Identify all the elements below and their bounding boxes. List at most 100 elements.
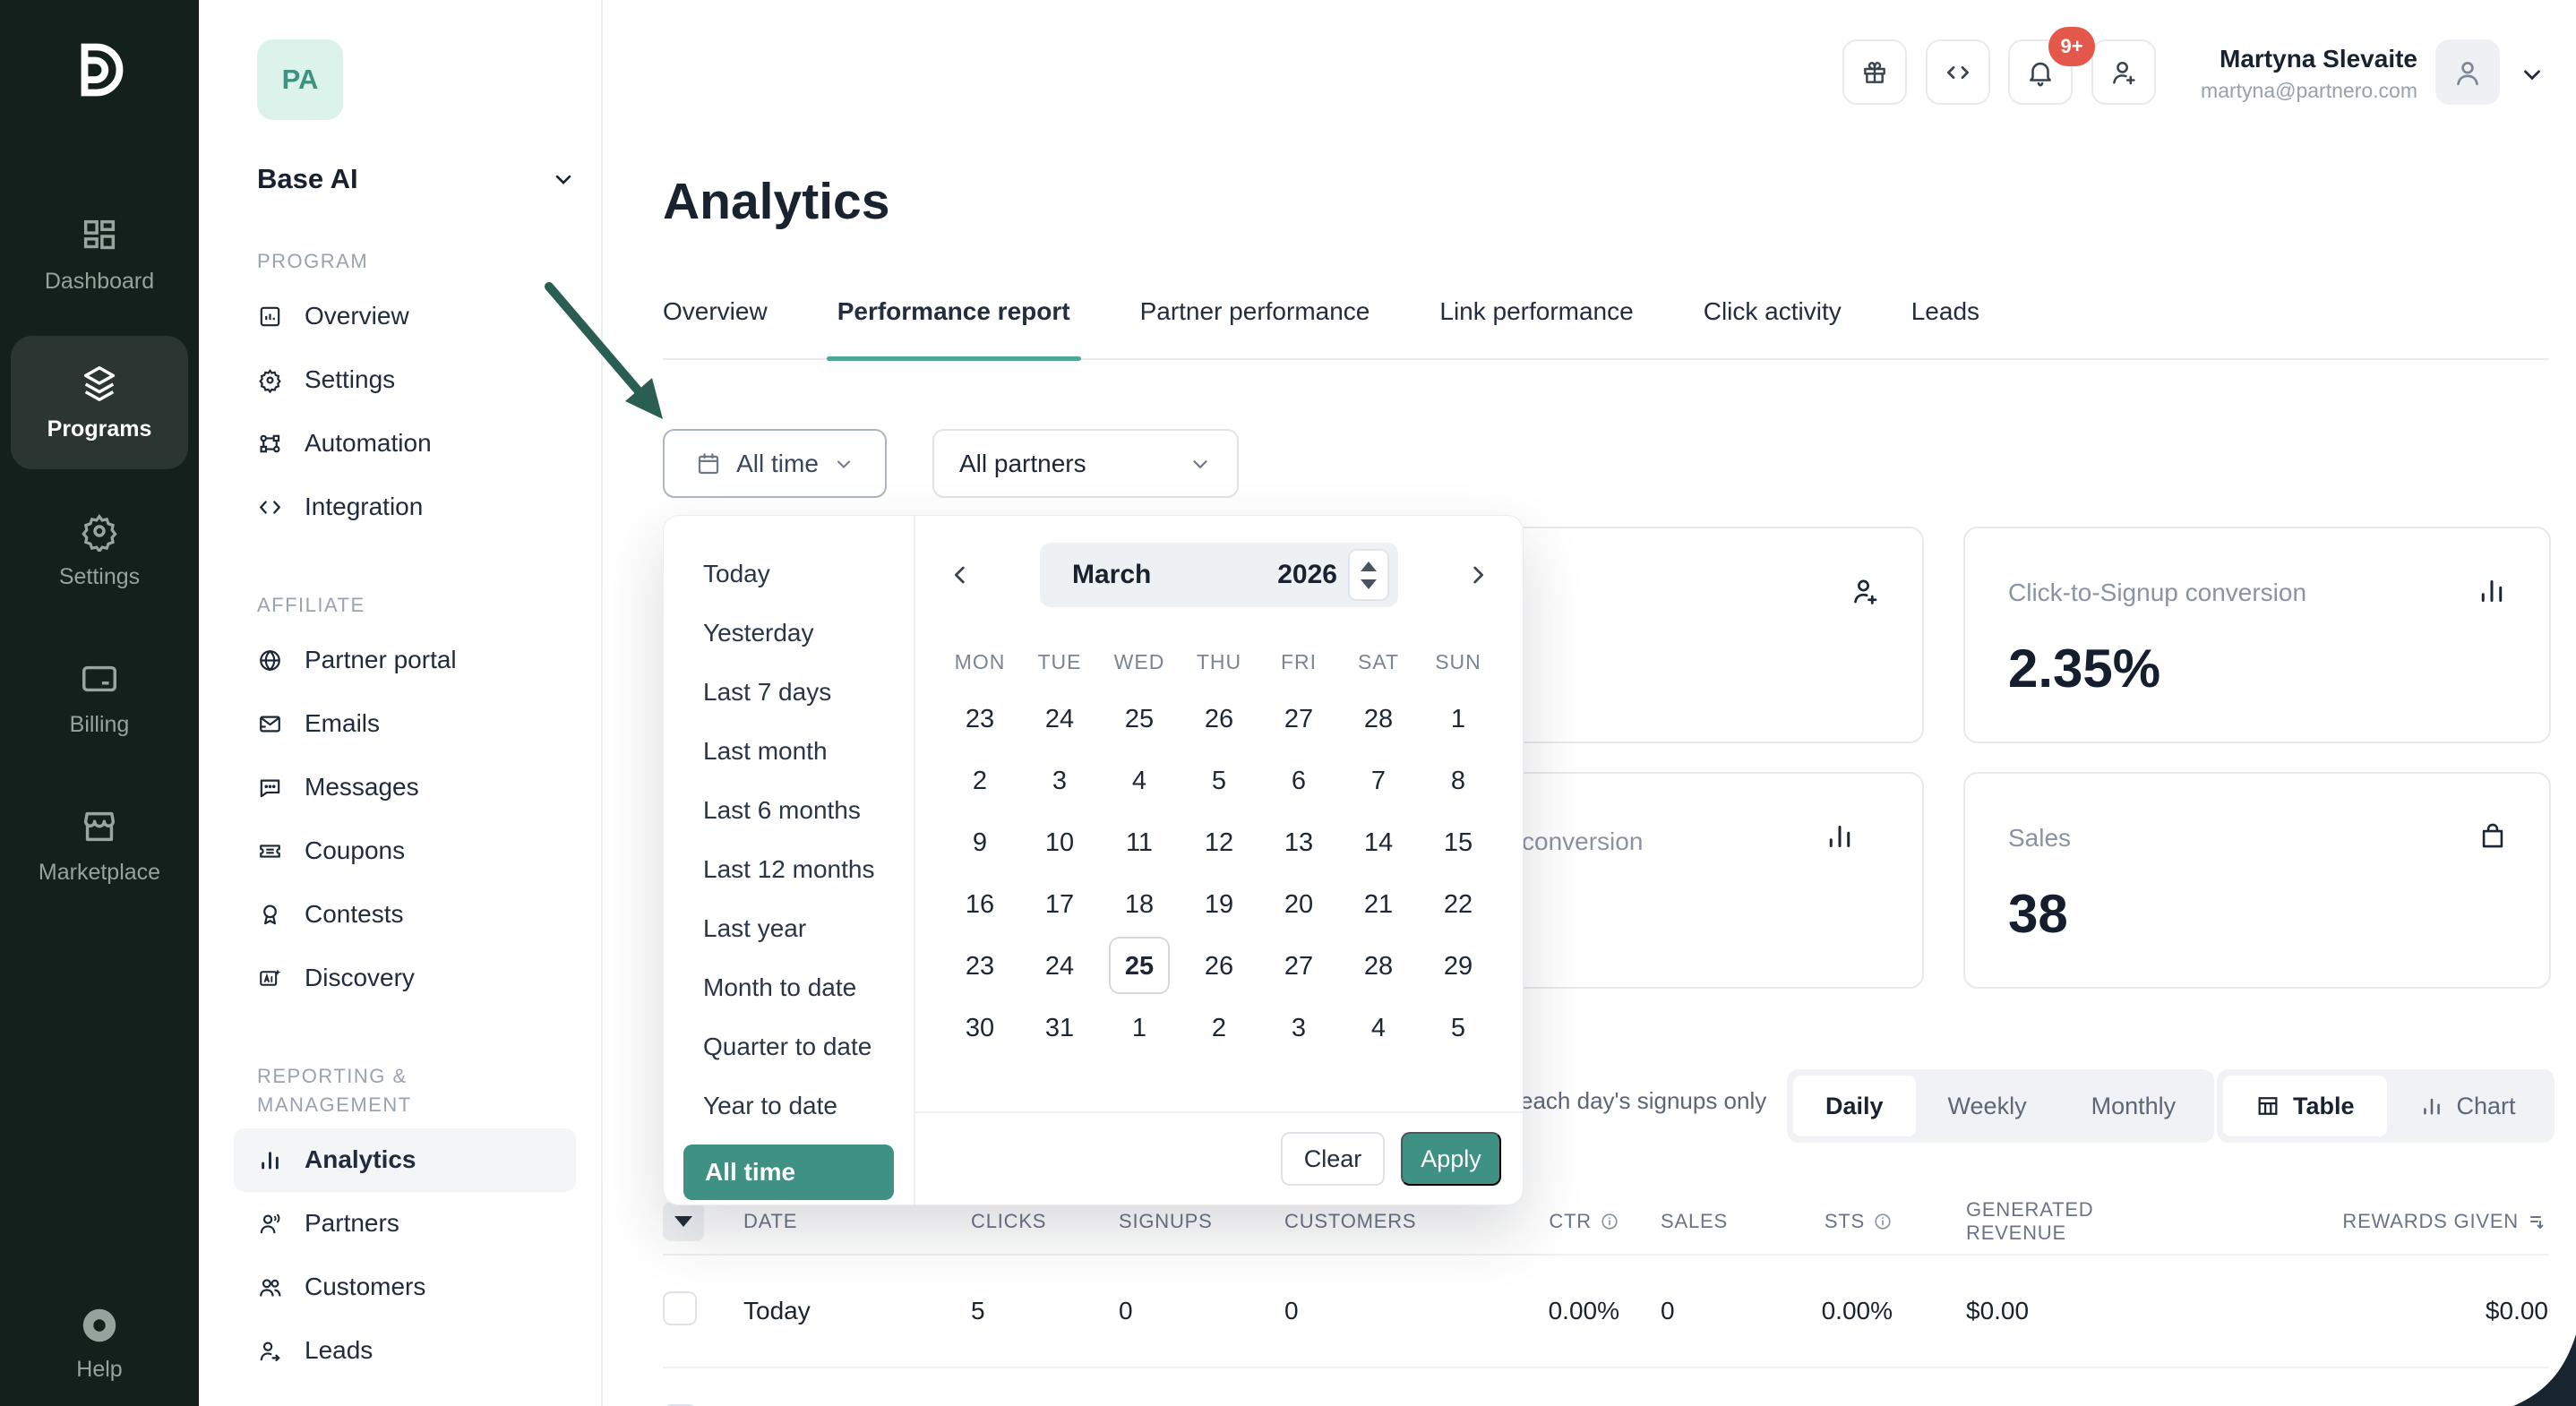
- day-cell[interactable]: 22: [1443, 890, 1473, 919]
- day-cell[interactable]: 2: [1211, 1014, 1227, 1042]
- day-cell[interactable]: 3: [1291, 1014, 1307, 1042]
- developer-button[interactable]: [1926, 39, 1990, 105]
- sidebar-item-analytics[interactable]: Analytics: [234, 1127, 576, 1192]
- day-cell[interactable]: 30: [965, 1014, 995, 1042]
- col-date[interactable]: DATE: [743, 1210, 798, 1232]
- day-cell[interactable]: 23: [965, 952, 995, 981]
- bulk-select-button[interactable]: [663, 1202, 704, 1241]
- workspace-avatar[interactable]: PA: [257, 39, 343, 120]
- clear-button[interactable]: Clear: [1281, 1132, 1385, 1186]
- day-cell[interactable]: 28: [1363, 952, 1394, 981]
- date-range-filter[interactable]: All time: [663, 429, 887, 498]
- col-rewards-given[interactable]: REWARDS GIVEN: [2161, 1210, 2548, 1233]
- sidebar-item-integration[interactable]: Integration: [257, 476, 599, 539]
- day-cell[interactable]: 24: [1044, 952, 1075, 981]
- granularity-weekly[interactable]: Weekly: [1947, 1092, 2027, 1119]
- sidebar-item-coupons[interactable]: Coupons: [257, 819, 599, 883]
- user-avatar[interactable]: [2435, 39, 2500, 105]
- table-row[interactable]: Today 5 0 0 0.00% 0 0.00% $0.00 $0.00: [663, 1254, 2548, 1367]
- day-cell[interactable]: 5: [1211, 767, 1227, 795]
- day-cell[interactable]: 29: [1443, 952, 1473, 981]
- tab-click-activity[interactable]: Click activity: [1703, 297, 1842, 325]
- preset-year-to-date[interactable]: Year to date: [703, 1092, 837, 1119]
- day-cell[interactable]: 17: [1044, 890, 1075, 919]
- day-cell[interactable]: 16: [965, 890, 995, 919]
- day-cell[interactable]: 18: [1124, 890, 1155, 919]
- col-sales[interactable]: SALES: [1661, 1210, 1728, 1232]
- day-cell[interactable]: 24: [1044, 705, 1075, 733]
- sidebar-item-discovery[interactable]: Discovery: [257, 947, 599, 1010]
- day-cell[interactable]: 28: [1363, 705, 1394, 733]
- sidebar-item-overview[interactable]: Overview: [257, 285, 599, 348]
- row-checkbox[interactable]: [663, 1290, 697, 1325]
- rewards-button[interactable]: [1842, 39, 1907, 105]
- partnero-logo-icon[interactable]: [65, 38, 133, 102]
- sidebar-item-partner-portal[interactable]: Partner portal: [257, 629, 599, 692]
- rail-item-dashboard[interactable]: Dashboard: [11, 188, 188, 321]
- col-generated-revenue[interactable]: GENERATED REVENUE: [1966, 1198, 2094, 1244]
- sidebar-item-settings[interactable]: Settings: [257, 348, 599, 412]
- rail-item-help[interactable]: Help: [76, 1305, 123, 1383]
- day-cell[interactable]: 26: [1204, 952, 1234, 981]
- day-cell[interactable]: 1: [1131, 1014, 1147, 1042]
- user-menu-chevron-icon[interactable]: [2519, 61, 2546, 88]
- rail-item-programs[interactable]: Programs: [11, 336, 188, 469]
- prev-month-button[interactable]: [946, 561, 975, 589]
- spinner-down-icon[interactable]: [1361, 579, 1377, 589]
- granularity-monthly[interactable]: Monthly: [2091, 1092, 2177, 1119]
- rail-item-billing[interactable]: Billing: [11, 631, 188, 765]
- preset-all-time-selected[interactable]: All time: [683, 1145, 894, 1200]
- workspace-switcher[interactable]: Base AI: [257, 163, 576, 195]
- col-sts[interactable]: STS: [1749, 1210, 1893, 1233]
- tab-partner-performance[interactable]: Partner performance: [1139, 297, 1370, 325]
- day-cell[interactable]: 21: [1363, 890, 1394, 919]
- day-cell[interactable]: 9: [972, 828, 988, 857]
- day-cell[interactable]: 4: [1370, 1014, 1387, 1042]
- preset-quarter-to-date[interactable]: Quarter to date: [703, 1033, 872, 1060]
- day-cell[interactable]: 15: [1443, 828, 1473, 857]
- next-month-button[interactable]: [1464, 561, 1492, 589]
- day-cell[interactable]: 25: [1124, 705, 1155, 733]
- spinner-up-icon[interactable]: [1361, 561, 1377, 571]
- apply-button[interactable]: Apply: [1401, 1132, 1501, 1186]
- day-cell-today[interactable]: 25: [1100, 936, 1180, 998]
- user-menu[interactable]: Martyna Slevaite martyna@partnero.com: [2201, 45, 2417, 103]
- day-cell[interactable]: 27: [1284, 705, 1314, 733]
- preset-month-to-date[interactable]: Month to date: [703, 973, 857, 1001]
- day-cell[interactable]: 13: [1284, 828, 1314, 857]
- day-cell[interactable]: 5: [1450, 1014, 1466, 1042]
- day-cell[interactable]: 10: [1044, 828, 1075, 857]
- sidebar-item-automation[interactable]: Automation: [257, 412, 599, 476]
- day-cell[interactable]: 20: [1284, 890, 1314, 919]
- sidebar-item-leads[interactable]: Leads: [257, 1319, 599, 1383]
- preset-last-6-months[interactable]: Last 6 months: [703, 796, 861, 824]
- tab-performance-report[interactable]: Performance report: [826, 297, 1081, 361]
- sidebar-item-contests[interactable]: Contests: [257, 883, 599, 947]
- granularity-daily[interactable]: Daily: [1793, 1076, 1916, 1136]
- rail-item-settings[interactable]: Settings: [11, 484, 188, 617]
- sidebar-item-partners[interactable]: Partners: [257, 1192, 599, 1256]
- day-cell[interactable]: 7: [1370, 767, 1387, 795]
- view-chart[interactable]: Chart: [2387, 1076, 2548, 1136]
- day-cell[interactable]: 8: [1450, 767, 1466, 795]
- day-cell[interactable]: 6: [1291, 767, 1307, 795]
- year-spinner[interactable]: [1348, 549, 1389, 601]
- invite-user-button[interactable]: [2091, 39, 2156, 105]
- view-table[interactable]: Table: [2223, 1076, 2387, 1136]
- day-cell[interactable]: 23: [965, 705, 995, 733]
- tab-link-performance[interactable]: Link performance: [1439, 297, 1634, 325]
- month-year-control[interactable]: March 2026: [1040, 543, 1398, 607]
- sidebar-item-customers[interactable]: Customers: [257, 1256, 599, 1319]
- day-cell[interactable]: 19: [1204, 890, 1234, 919]
- preset-today[interactable]: Today: [703, 560, 770, 587]
- day-cell[interactable]: 11: [1125, 828, 1154, 857]
- day-cell[interactable]: 4: [1131, 767, 1147, 795]
- col-ctr[interactable]: CTR: [1512, 1210, 1619, 1233]
- tab-leads[interactable]: Leads: [1911, 297, 1980, 325]
- day-cell[interactable]: 3: [1052, 767, 1068, 795]
- day-cell[interactable]: 26: [1204, 705, 1234, 733]
- col-signups[interactable]: SIGNUPS: [1119, 1210, 1213, 1232]
- day-cell[interactable]: 27: [1284, 952, 1314, 981]
- day-cell[interactable]: 31: [1044, 1014, 1075, 1042]
- partners-filter[interactable]: All partners: [932, 429, 1239, 498]
